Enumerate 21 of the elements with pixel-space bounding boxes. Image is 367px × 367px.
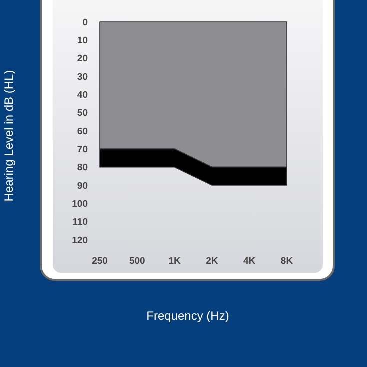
y-tick-label: 70 (77, 144, 88, 156)
x-tick-label: 250 (92, 256, 108, 267)
y-tick-label: 100 (72, 198, 88, 210)
y-axis-title: Hearing Level in dB (HL) (2, 70, 16, 202)
y-tick-label: 30 (77, 72, 88, 83)
y-tick-label: 50 (77, 108, 88, 120)
y-tick-label: 40 (77, 90, 88, 101)
x-tick-label: 500 (129, 256, 146, 267)
y-tick-label: 20 (77, 54, 88, 65)
y-tick-label: 120 (72, 235, 88, 246)
y-tick-label: 80 (77, 162, 88, 174)
y-tick-label: 110 (72, 217, 88, 228)
y-tick-label: 60 (77, 126, 88, 138)
x-axis-title: Frequency (Hz) (146, 309, 230, 323)
x-tick-label: 1K (168, 256, 182, 267)
x-tick-label: 8K (280, 256, 294, 267)
y-tick-label: 10 (77, 35, 88, 46)
y-tick-label: 0 (82, 17, 88, 28)
y-tick-label: 90 (77, 180, 88, 192)
x-tick-label: 4K (244, 256, 256, 267)
x-tick-label: 2K (206, 256, 218, 267)
